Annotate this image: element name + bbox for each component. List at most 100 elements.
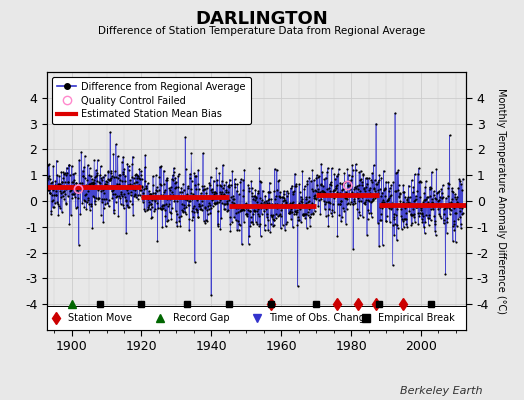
Point (139, 189, 147, 196)
Point (238, 206, 247, 213)
Point (439, 202, 447, 208)
Point (301, 211, 309, 218)
Point (242, 211, 250, 218)
Point (150, 198, 159, 204)
Point (269, 223, 277, 229)
Point (162, 177, 170, 184)
Point (155, 173, 163, 180)
Point (302, 194, 310, 200)
Point (392, 170, 400, 176)
Point (404, 198, 412, 205)
Point (86, 180, 95, 186)
Point (452, 223, 461, 229)
Point (280, 188, 288, 194)
Point (174, 173, 182, 179)
Point (403, 224, 411, 231)
Point (182, 194, 190, 200)
Point (402, 200, 410, 206)
Point (248, 219, 257, 225)
Point (230, 214, 238, 220)
Point (235, 202, 243, 208)
Point (215, 189, 224, 196)
Point (388, 202, 397, 208)
Point (401, 216, 410, 222)
Point (290, 183, 299, 189)
Point (169, 192, 177, 199)
Point (236, 208, 244, 214)
Point (185, 216, 194, 222)
Point (432, 196, 440, 202)
Point (304, 198, 313, 205)
Point (193, 206, 201, 213)
Point (433, 190, 441, 196)
Point (399, 182, 407, 188)
Point (171, 174, 180, 181)
Point (155, 187, 163, 193)
Point (237, 206, 245, 213)
Point (320, 188, 329, 195)
Point (64, 184, 73, 190)
Point (193, 214, 202, 220)
Point (252, 194, 260, 201)
Point (318, 188, 326, 194)
Point (49, 163, 58, 169)
Point (313, 194, 321, 200)
Point (195, 201, 204, 207)
Point (183, 196, 191, 202)
Point (115, 172, 123, 178)
Point (183, 197, 192, 204)
Point (376, 204, 384, 210)
Point (118, 178, 126, 184)
Point (364, 207, 373, 214)
Point (359, 200, 368, 207)
Point (239, 207, 248, 213)
Point (108, 187, 117, 193)
Point (403, 202, 412, 208)
Point (112, 141, 120, 148)
Point (172, 211, 181, 217)
Point (198, 207, 206, 213)
Point (274, 187, 282, 193)
Point (200, 218, 208, 224)
Point (116, 185, 124, 192)
Point (257, 179, 265, 185)
Point (365, 198, 373, 204)
Point (453, 199, 461, 206)
Point (114, 175, 122, 181)
Point (193, 197, 201, 203)
Point (256, 221, 264, 228)
Point (275, 177, 283, 184)
Point (101, 172, 109, 178)
Point (70, 176, 78, 183)
Point (307, 204, 315, 210)
Point (142, 185, 150, 192)
Point (177, 195, 185, 202)
Point (45, 161, 53, 168)
Point (435, 211, 443, 218)
Point (333, 188, 341, 195)
Point (448, 188, 456, 194)
Point (170, 180, 179, 186)
Point (83, 177, 92, 183)
Point (116, 201, 125, 207)
Point (296, 217, 304, 224)
Point (207, 292, 215, 299)
Point (158, 224, 167, 230)
Point (62, 199, 70, 206)
Point (425, 184, 434, 190)
Point (321, 201, 330, 208)
Point (125, 204, 133, 210)
Point (385, 205, 393, 212)
Point (213, 200, 222, 206)
Point (321, 206, 329, 212)
Point (418, 210, 426, 216)
Point (271, 215, 280, 222)
Point (380, 187, 389, 193)
Point (157, 163, 165, 169)
Point (231, 184, 239, 190)
Point (361, 188, 369, 194)
Point (242, 205, 250, 212)
Point (356, 212, 364, 218)
Point (122, 198, 130, 204)
Point (374, 190, 382, 197)
